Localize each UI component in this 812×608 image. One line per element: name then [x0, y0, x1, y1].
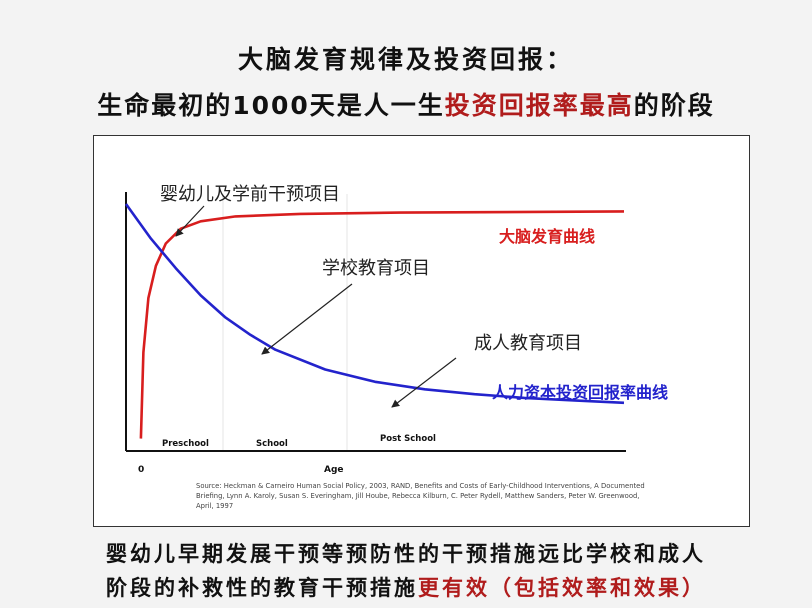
caption-line-1: 婴幼儿早期发展干预等预防性的干预措施远比学校和成人	[106, 542, 706, 566]
roi-curve-label: 人力资本投资回报率曲线	[492, 383, 668, 402]
x-axis-zero-label: 0	[138, 465, 144, 475]
headline-line-1: 大脑发育规律及投资回报：	[237, 45, 574, 74]
headline-line-2-highlight: 投资回报率最高	[444, 91, 634, 120]
annotation-label: 成人教育项目	[474, 333, 582, 354]
human-capital-return-curve	[124, 203, 625, 405]
stage-label: School	[256, 439, 288, 449]
chart-panel: 大脑发育曲线人力资本投资回报率曲线 Preschool School Post Sch…	[93, 135, 750, 527]
annotation-label: 学校教育项目	[322, 258, 430, 279]
headline-line-2: 生命最初的1000天是人一生投资回报率最高的阶段	[0, 86, 812, 122]
source-note-line: Source: Heckman & Carneiro Human Social …	[196, 482, 645, 490]
x-axis-label: Age	[324, 465, 344, 475]
stage-label: Post School	[380, 434, 436, 444]
source-note-line: Briefing, Lynn A. Karoly, Susan S. Everi…	[196, 492, 639, 500]
stage-label: Preschool	[162, 439, 209, 449]
caption-line-2: 阶段的补救性的教育干预措施更有效（包括效率和效果）	[0, 572, 812, 602]
headline-line-2-post: 的阶段	[633, 91, 715, 120]
annotation-label: 婴幼儿及学前干预项目	[160, 184, 340, 205]
caption-line-2-pre: 阶段的补救性的教育干预措施	[106, 576, 418, 600]
annotation-arrow	[175, 205, 205, 237]
annotation-arrow	[261, 283, 353, 355]
headline-line-2-pre: 生命最初的1000天是人一生	[97, 91, 445, 120]
caption-line-2-highlight: 更有效（包括效率和效果）	[418, 576, 706, 600]
source-note-line: April, 1997	[196, 502, 233, 510]
annotation-arrow	[391, 357, 457, 408]
brain-curve-label: 大脑发育曲线	[499, 227, 595, 246]
